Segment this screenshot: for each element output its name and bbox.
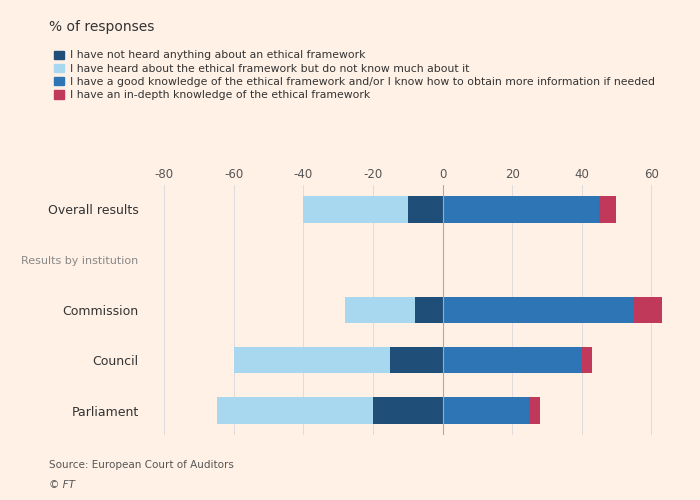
Bar xyxy=(529,398,540,423)
Text: % of responses: % of responses xyxy=(49,20,155,34)
Text: Source: European Court of Auditors: Source: European Court of Auditors xyxy=(49,460,234,470)
Text: © FT: © FT xyxy=(49,480,75,490)
Bar xyxy=(408,196,442,222)
Bar xyxy=(345,297,414,323)
Bar xyxy=(373,398,442,423)
Bar xyxy=(391,347,442,374)
Bar xyxy=(582,347,592,374)
Bar xyxy=(216,398,373,423)
Bar xyxy=(599,196,617,222)
Bar xyxy=(234,347,391,374)
Bar xyxy=(442,297,634,323)
Bar xyxy=(442,398,529,423)
Bar xyxy=(414,297,442,323)
Bar xyxy=(634,297,662,323)
Legend: I have not heard anything about an ethical framework, I have heard about the eth: I have not heard anything about an ethic… xyxy=(55,50,655,100)
Bar xyxy=(304,196,408,222)
Bar xyxy=(442,347,582,374)
Bar xyxy=(442,196,599,222)
